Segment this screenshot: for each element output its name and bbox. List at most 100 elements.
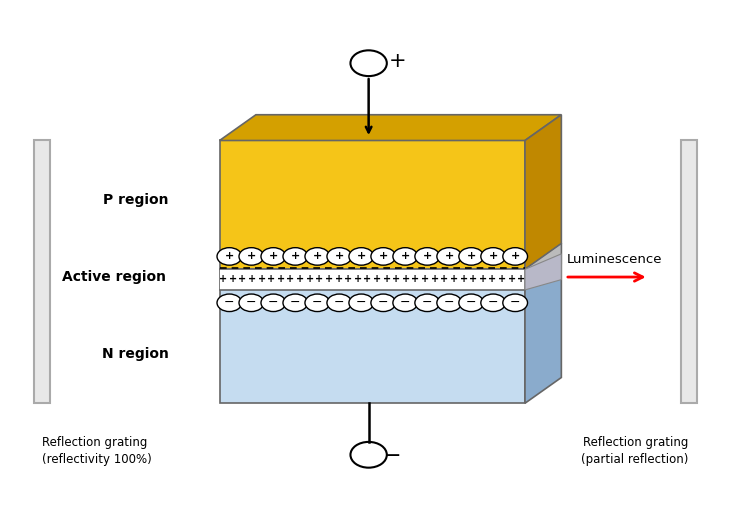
Text: +: + — [325, 274, 333, 283]
Circle shape — [415, 294, 439, 311]
Text: +: + — [296, 274, 304, 283]
Circle shape — [305, 248, 330, 265]
Text: +: + — [267, 274, 275, 283]
Text: +: + — [412, 274, 420, 283]
Text: −: − — [312, 296, 323, 309]
Circle shape — [261, 248, 285, 265]
Circle shape — [349, 248, 374, 265]
Text: +: + — [445, 251, 454, 262]
Circle shape — [503, 294, 528, 311]
Circle shape — [239, 294, 264, 311]
Text: −: − — [334, 296, 345, 309]
Polygon shape — [525, 115, 561, 269]
Circle shape — [437, 248, 461, 265]
Text: +: + — [364, 274, 372, 283]
Text: +: + — [402, 274, 410, 283]
Text: +: + — [269, 251, 278, 262]
Text: −: − — [246, 296, 257, 309]
Circle shape — [349, 294, 374, 311]
Circle shape — [459, 294, 483, 311]
Text: +: + — [392, 274, 400, 283]
Text: +: + — [450, 274, 458, 283]
Polygon shape — [525, 243, 561, 403]
Bar — [220, 269, 525, 403]
Text: +: + — [258, 274, 266, 283]
Text: −: − — [510, 296, 520, 309]
Text: +: + — [225, 251, 234, 262]
Circle shape — [350, 442, 387, 468]
Text: +: + — [306, 274, 314, 283]
Text: −: − — [488, 296, 499, 309]
Text: −: − — [290, 296, 301, 309]
Bar — [681, 140, 697, 403]
Circle shape — [327, 248, 352, 265]
Text: (partial reflection): (partial reflection) — [580, 453, 688, 466]
Text: +: + — [277, 274, 285, 283]
Text: −: − — [422, 296, 432, 309]
Circle shape — [305, 294, 330, 311]
Text: +: + — [312, 251, 322, 262]
Text: +: + — [460, 274, 468, 283]
Circle shape — [481, 294, 506, 311]
Circle shape — [261, 294, 285, 311]
Circle shape — [371, 294, 396, 311]
Circle shape — [239, 248, 264, 265]
Text: +: + — [228, 274, 237, 283]
Text: +: + — [510, 251, 520, 262]
Circle shape — [415, 248, 439, 265]
Text: +: + — [383, 274, 391, 283]
Text: +: + — [239, 274, 247, 283]
Bar — [220, 140, 525, 269]
Circle shape — [283, 248, 307, 265]
Text: (reflectivity 100%): (reflectivity 100%) — [42, 453, 152, 466]
Circle shape — [393, 248, 418, 265]
Text: −: − — [224, 296, 234, 309]
Circle shape — [217, 294, 242, 311]
Text: −: − — [378, 296, 388, 309]
Text: +: + — [488, 274, 496, 283]
Text: −: − — [400, 296, 410, 309]
Text: +: + — [334, 274, 342, 283]
Text: +: + — [466, 251, 476, 262]
Text: +: + — [248, 274, 256, 283]
Bar — [34, 140, 50, 403]
Text: +: + — [357, 251, 366, 262]
Text: −: − — [268, 296, 279, 309]
Text: Active region: Active region — [62, 270, 166, 284]
Text: +: + — [286, 274, 295, 283]
Circle shape — [393, 294, 418, 311]
Text: +: + — [344, 274, 353, 283]
Text: +: + — [488, 251, 498, 262]
Circle shape — [283, 294, 307, 311]
Text: −: − — [356, 296, 366, 309]
Text: +: + — [373, 274, 381, 283]
Text: −: − — [444, 296, 455, 309]
Text: +: + — [401, 251, 410, 262]
Circle shape — [371, 248, 396, 265]
Bar — [220, 269, 525, 290]
Text: +: + — [334, 251, 344, 262]
Circle shape — [350, 50, 387, 76]
Text: +: + — [315, 274, 323, 283]
Text: +: + — [479, 274, 487, 283]
Text: +: + — [389, 51, 407, 70]
Text: +: + — [354, 274, 362, 283]
Text: −: − — [466, 296, 477, 309]
Text: +: + — [247, 251, 256, 262]
Polygon shape — [525, 243, 561, 290]
Text: +: + — [469, 274, 477, 283]
Text: +: + — [431, 274, 439, 283]
Text: +: + — [440, 274, 448, 283]
Text: −: − — [384, 446, 402, 466]
Text: Luminescence: Luminescence — [567, 252, 663, 266]
Circle shape — [217, 248, 242, 265]
Text: +: + — [291, 251, 300, 262]
Polygon shape — [525, 254, 561, 290]
Text: N region: N region — [102, 347, 169, 362]
Text: +: + — [518, 274, 526, 283]
Text: Reflection grating: Reflection grating — [583, 437, 688, 450]
Text: +: + — [219, 274, 227, 283]
Polygon shape — [220, 115, 561, 140]
Circle shape — [459, 248, 483, 265]
Circle shape — [481, 248, 506, 265]
